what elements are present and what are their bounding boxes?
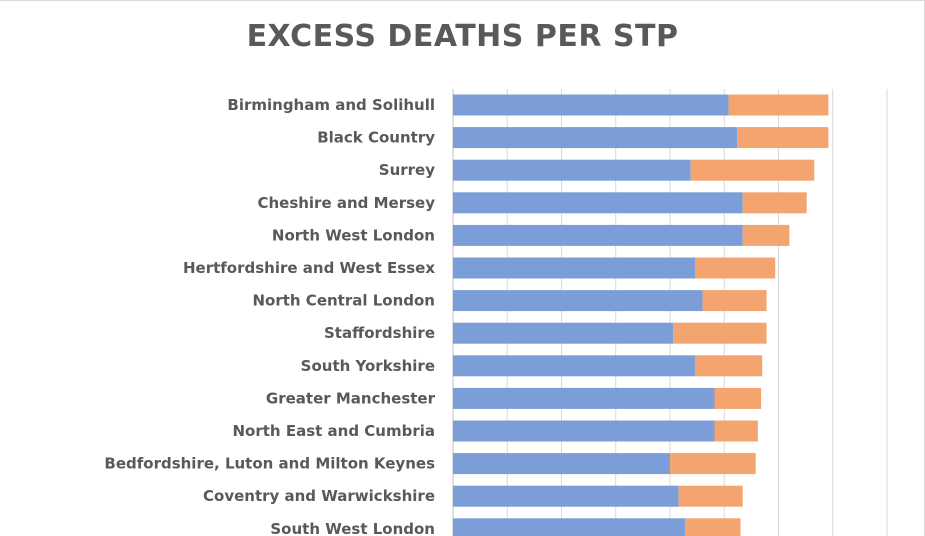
bar-segment-series-1 <box>453 453 670 475</box>
bar-segment-series-2 <box>694 355 763 377</box>
bar-segment-series-2 <box>728 94 829 116</box>
category-label: Black Country <box>317 129 435 147</box>
category-label: Staffordshire <box>324 324 435 342</box>
category-label: Greater Manchester <box>266 389 436 407</box>
category-label: Hertfordshire and West Essex <box>183 259 435 277</box>
bar-segment-series-2 <box>678 485 743 507</box>
chart-title: EXCESS DEATHS PER STP <box>246 19 679 54</box>
category-label: North West London <box>272 226 435 244</box>
bar-segment-series-2 <box>690 159 815 181</box>
bar-segment-series-1 <box>453 485 679 507</box>
category-label: Bedfordshire, Luton and Milton Keynes <box>104 455 435 473</box>
bar-segment-series-2 <box>714 420 758 442</box>
bar-segment-series-2 <box>742 224 790 246</box>
bar-segment-series-2 <box>673 322 767 344</box>
category-label: South West London <box>270 520 435 536</box>
bar-segment-series-1 <box>453 224 743 246</box>
bar-segment-series-2 <box>670 453 756 475</box>
bar-segment-series-1 <box>453 290 703 312</box>
category-label: South Yorkshire <box>301 357 435 375</box>
bar-segment-series-1 <box>453 518 686 536</box>
bar-segment-series-2 <box>742 192 807 214</box>
bar-segment-series-1 <box>453 127 738 149</box>
bar-segment-series-2 <box>694 257 776 279</box>
bar-segment-series-1 <box>453 192 743 214</box>
bar-segment-series-1 <box>453 322 674 344</box>
bar-segment-series-1 <box>453 257 695 279</box>
category-label: North East and Cumbria <box>233 422 436 440</box>
bar-segment-series-2 <box>714 387 762 409</box>
bar-segment-series-1 <box>453 387 715 409</box>
bar-segment-series-2 <box>737 127 829 149</box>
bar-segment-series-1 <box>453 159 691 181</box>
category-label: Birmingham and Solihull <box>227 96 435 114</box>
bar-segment-series-1 <box>453 355 695 377</box>
category-label: Cheshire and Mersey <box>257 194 435 212</box>
bar-segment-series-2 <box>685 518 741 536</box>
bar-segment-series-2 <box>702 290 767 312</box>
bar-segment-series-1 <box>453 420 715 442</box>
bar-segment-series-1 <box>453 94 729 116</box>
category-label: North Central London <box>252 292 435 310</box>
category-label: Coventry and Warwickshire <box>203 487 435 505</box>
category-label: Surrey <box>379 161 435 179</box>
